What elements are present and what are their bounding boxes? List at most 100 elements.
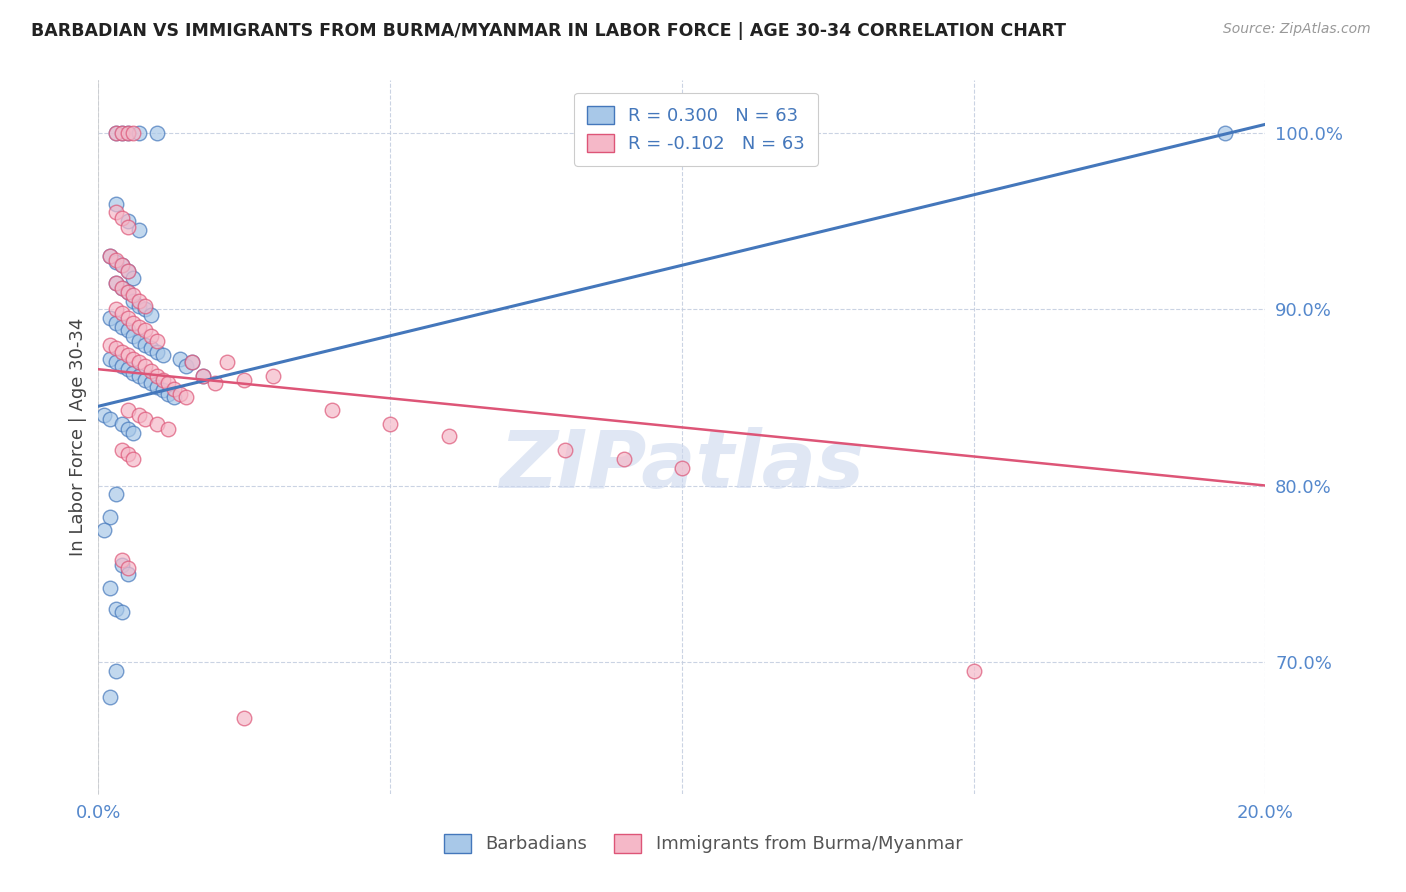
Point	[93, 523, 115, 537]
Point	[117, 561, 139, 575]
Point	[163, 391, 186, 405]
Point	[128, 320, 150, 334]
Point	[98, 250, 121, 264]
Point	[104, 487, 127, 501]
Point	[152, 348, 174, 362]
Point	[98, 337, 121, 351]
Point	[104, 126, 127, 140]
Point	[98, 311, 121, 326]
Point	[111, 606, 134, 620]
Y-axis label: In Labor Force | Age 30-34: In Labor Force | Age 30-34	[69, 318, 87, 557]
Point	[146, 344, 169, 359]
Point	[134, 302, 156, 317]
Point	[111, 306, 134, 320]
Point	[163, 382, 186, 396]
Point	[122, 126, 145, 140]
Point	[146, 380, 169, 394]
Point	[152, 373, 174, 387]
Point	[146, 369, 169, 384]
Point	[193, 369, 215, 384]
Point	[104, 302, 127, 317]
Text: Source: ZipAtlas.com: Source: ZipAtlas.com	[1223, 22, 1371, 37]
Point	[204, 376, 226, 391]
Point	[111, 359, 134, 373]
Point	[111, 281, 134, 295]
Point	[122, 317, 145, 331]
Point	[117, 362, 139, 376]
Point	[233, 711, 256, 725]
Point	[128, 126, 150, 140]
Point	[122, 270, 145, 285]
Point	[104, 355, 127, 369]
Point	[104, 254, 127, 268]
Point	[104, 317, 127, 331]
Point	[117, 126, 139, 140]
Point	[104, 664, 127, 678]
Point	[139, 308, 162, 322]
Point	[93, 408, 115, 422]
Point	[122, 293, 145, 308]
Point	[98, 250, 121, 264]
Point	[1213, 126, 1236, 140]
Point	[128, 299, 150, 313]
Point	[104, 276, 127, 290]
Point	[104, 205, 127, 219]
Point	[104, 196, 127, 211]
Point	[122, 328, 145, 343]
Point	[111, 281, 134, 295]
Point	[180, 355, 202, 369]
Point	[111, 126, 134, 140]
Point	[128, 369, 150, 384]
Point	[122, 288, 145, 302]
Point	[134, 323, 156, 337]
Point	[117, 263, 139, 277]
Point	[128, 223, 150, 237]
Point	[104, 341, 127, 355]
Point	[117, 447, 139, 461]
Point	[671, 461, 693, 475]
Point	[134, 411, 156, 425]
Point	[117, 402, 139, 417]
Point	[111, 443, 134, 458]
Point	[122, 425, 145, 440]
Point	[233, 373, 256, 387]
Point	[117, 422, 139, 436]
Point	[98, 581, 121, 595]
Point	[215, 355, 238, 369]
Point	[612, 452, 634, 467]
Point	[128, 408, 150, 422]
Point	[117, 285, 139, 299]
Point	[117, 219, 139, 234]
Point	[146, 334, 169, 348]
Point	[111, 126, 134, 140]
Point	[111, 320, 134, 334]
Point	[554, 443, 576, 458]
Point	[117, 348, 139, 362]
Point	[139, 341, 162, 355]
Point	[139, 376, 162, 391]
Point	[104, 602, 127, 616]
Point	[134, 299, 156, 313]
Point	[157, 422, 180, 436]
Point	[117, 311, 139, 326]
Point	[111, 417, 134, 431]
Point	[174, 391, 197, 405]
Point	[122, 351, 145, 366]
Text: BARBADIAN VS IMMIGRANTS FROM BURMA/MYANMAR IN LABOR FORCE | AGE 30-34 CORRELATIO: BARBADIAN VS IMMIGRANTS FROM BURMA/MYANM…	[31, 22, 1066, 40]
Point	[157, 387, 180, 401]
Point	[139, 328, 162, 343]
Point	[169, 351, 191, 366]
Point	[104, 126, 127, 140]
Point	[152, 384, 174, 398]
Point	[117, 126, 139, 140]
Point	[128, 355, 150, 369]
Point	[98, 690, 121, 704]
Point	[169, 387, 191, 401]
Point	[180, 355, 202, 369]
Legend: R = 0.300   N = 63, R = -0.102   N = 63: R = 0.300 N = 63, R = -0.102 N = 63	[574, 93, 818, 166]
Point	[111, 558, 134, 572]
Point	[117, 263, 139, 277]
Point	[122, 452, 145, 467]
Point	[117, 566, 139, 581]
Point	[146, 417, 169, 431]
